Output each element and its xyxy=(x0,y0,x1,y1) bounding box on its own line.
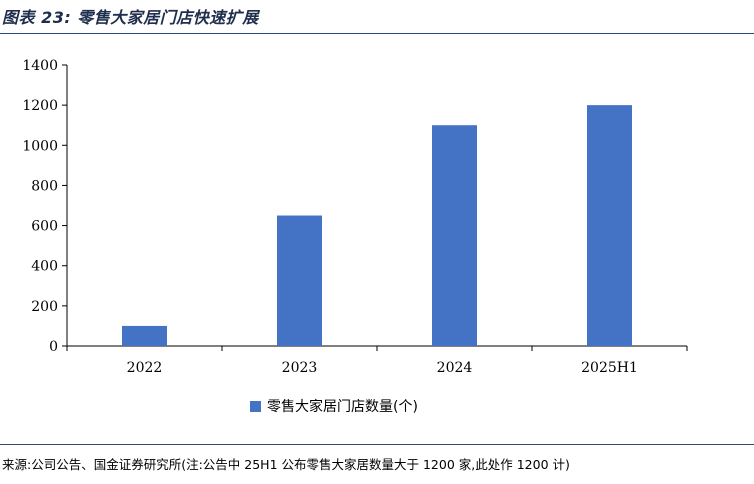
figure-title: 图表 23: 零售大家居门店快速扩展 xyxy=(2,8,259,27)
source-note: 来源:公司公告、国金证券研究所(注:公告中 25H1 公布零售大家居数量大于 1… xyxy=(2,457,570,472)
y-tick-label: 400 xyxy=(31,259,58,275)
bar xyxy=(277,215,322,346)
y-axis: 0 200 400 600 800 1000 1200 1400 xyxy=(22,58,68,355)
y-tick-label: 600 xyxy=(31,219,58,235)
y-tick-label: 0 xyxy=(49,339,58,355)
x-tick-label: 2022 xyxy=(127,360,163,376)
y-tick-label: 200 xyxy=(31,299,58,315)
y-tick-label: 800 xyxy=(31,178,58,194)
y-tick-label: 1400 xyxy=(22,58,58,74)
x-axis: 2022 2023 2024 2025H1 xyxy=(66,345,688,376)
bars xyxy=(122,105,632,347)
x-tick-label: 2024 xyxy=(437,360,473,376)
bar xyxy=(587,105,632,347)
legend-swatch xyxy=(250,400,261,412)
legend-label: 零售大家居门店数量(个) xyxy=(267,399,418,415)
bar xyxy=(432,125,477,346)
y-tick-label: 1200 xyxy=(22,98,58,114)
legend: 零售大家居门店数量(个) xyxy=(250,396,418,416)
title-divider xyxy=(0,33,754,34)
bar xyxy=(122,325,167,346)
x-tick-label: 2023 xyxy=(282,360,318,376)
source-divider xyxy=(0,444,754,445)
x-tick-label: 2025H1 xyxy=(581,360,638,376)
y-tick-label: 1000 xyxy=(22,138,58,154)
